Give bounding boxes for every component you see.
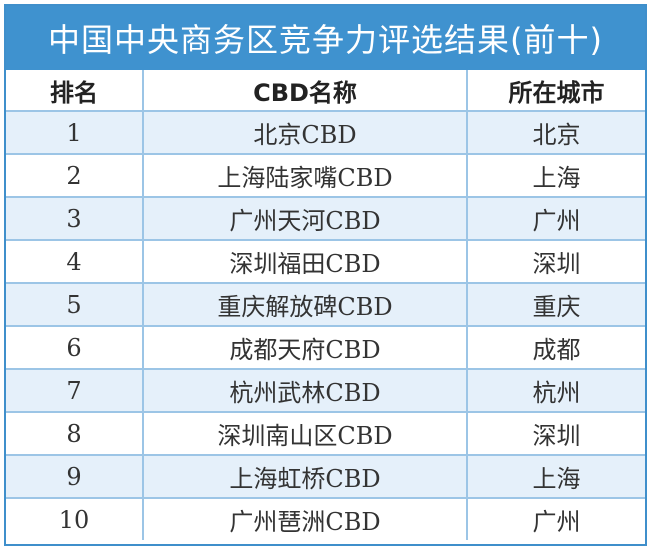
table-row: 8 深圳南山区CBD 深圳: [6, 412, 645, 456]
city-cell: 杭州: [467, 369, 645, 413]
table-row: 4 深圳福田CBD 深圳: [6, 240, 645, 284]
cbd-name-cell: 杭州武林CBD: [143, 369, 468, 413]
rank-cell: 9: [6, 455, 144, 499]
cbd-name-cell: 上海陆家嘴CBD: [143, 154, 468, 198]
header-row: 排名 CBD名称 所在城市: [6, 70, 645, 112]
cbd-name-cell: 深圳福田CBD: [143, 240, 468, 284]
table-title: 中国中央商务区竞争力评选结果(前十): [48, 21, 603, 59]
title-bar: 中国中央商务区竞争力评选结果(前十): [6, 6, 645, 70]
table-row: 10 广州琶洲CBD 广州: [6, 498, 645, 540]
rank-cell: 3: [6, 197, 144, 241]
table-row: 2 上海陆家嘴CBD 上海: [6, 154, 645, 198]
table-row: 6 成都天府CBD 成都: [6, 326, 645, 370]
rank-cell: 10: [6, 498, 144, 540]
table-row: 5 重庆解放碑CBD 重庆: [6, 283, 645, 327]
table-row: 7 杭州武林CBD 杭州: [6, 369, 645, 413]
rank-cell: 8: [6, 412, 144, 456]
table-row: 3 广州天河CBD 广州: [6, 197, 645, 241]
city-cell: 上海: [467, 455, 645, 499]
cbd-name-cell: 北京CBD: [143, 111, 468, 155]
city-cell: 重庆: [467, 283, 645, 327]
city-cell: 上海: [467, 154, 645, 198]
cbd-name-cell: 深圳南山区CBD: [143, 412, 468, 456]
cbd-name-cell: 广州琶洲CBD: [143, 498, 468, 540]
table-row: 9 上海虹桥CBD 上海: [6, 455, 645, 499]
rank-cell: 4: [6, 240, 144, 284]
cbd-name-cell: 重庆解放碑CBD: [143, 283, 468, 327]
cbd-name-cell: 成都天府CBD: [143, 326, 468, 370]
results-table: 排名 CBD名称 所在城市 1 北京CBD 北京 2 上海陆家嘴CBD 上海 3…: [6, 70, 645, 540]
city-cell: 广州: [467, 197, 645, 241]
rank-cell: 2: [6, 154, 144, 198]
header-rank: 排名: [6, 70, 144, 112]
cbd-name-cell: 广州天河CBD: [143, 197, 468, 241]
header-city: 所在城市: [467, 70, 645, 112]
header-cbd-name: CBD名称: [143, 70, 468, 112]
results-table-frame: 中国中央商务区竞争力评选结果(前十) 排名 CBD名称 所在城市 1 北京CBD…: [4, 4, 647, 546]
rank-cell: 6: [6, 326, 144, 370]
city-cell: 深圳: [467, 412, 645, 456]
rank-cell: 1: [6, 111, 144, 155]
city-cell: 北京: [467, 111, 645, 155]
table-row: 1 北京CBD 北京: [6, 111, 645, 155]
city-cell: 广州: [467, 498, 645, 540]
rank-cell: 5: [6, 283, 144, 327]
city-cell: 深圳: [467, 240, 645, 284]
rank-cell: 7: [6, 369, 144, 413]
cbd-name-cell: 上海虹桥CBD: [143, 455, 468, 499]
city-cell: 成都: [467, 326, 645, 370]
